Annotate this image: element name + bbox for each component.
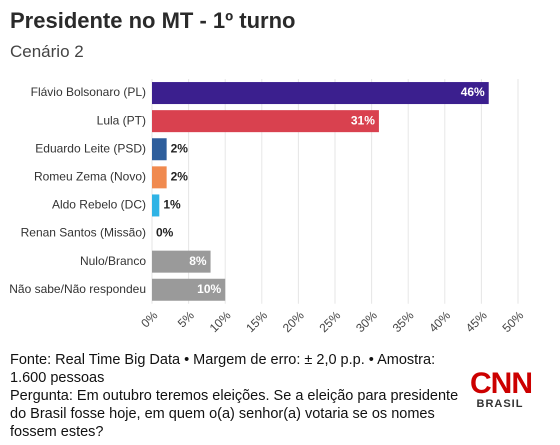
value-label: 2% [171,170,189,184]
value-label: 0% [156,226,174,240]
y-tick-label: Não sabe/Não respondeu [9,282,146,296]
value-label: 8% [189,254,207,268]
y-tick-label: Romeu Zema (Novo) [34,170,146,184]
y-tick-label: Lula (PT) [97,113,146,127]
value-label: 10% [197,282,221,296]
y-tick-label: Renan Santos (Missão) [21,226,146,240]
x-tick-label: 45% [463,308,490,335]
x-tick-label: 10% [207,308,234,335]
x-tick-label: 25% [316,308,343,335]
chart-title: Presidente no MT - 1º turno [10,8,296,33]
x-tick-label: 35% [390,308,417,335]
y-tick-label: Aldo Rebelo (DC) [52,198,146,212]
x-tick-label: 20% [280,308,307,335]
y-tick-label: Eduardo Leite (PSD) [35,141,146,155]
logo-subname: BRASIL [476,398,524,410]
x-tick-label: 5% [175,308,197,330]
logo-name: CNN [470,367,533,400]
value-label: 46% [461,85,485,99]
x-tick-label: 40% [426,308,453,335]
bar [152,250,211,273]
bar [152,194,160,217]
x-tick-label: 0% [138,308,160,330]
value-label: 1% [163,198,181,212]
y-tick-label: Flávio Bolsonaro (PL) [31,85,146,99]
bar [152,82,489,105]
question: Pergunta: Em outubro teremos eleições. S… [10,388,459,440]
bar [152,278,226,301]
x-tick-label: 50% [499,308,526,335]
x-tick-label: 30% [353,308,380,335]
chart-subtitle: Cenário 2 [10,42,84,61]
value-label: 31% [351,113,375,127]
source: Fonte: Real Time Big Data • Margem de er… [10,352,436,386]
bar [152,166,167,189]
value-label: 2% [171,141,189,155]
bar [152,110,379,133]
x-tick-label: 15% [243,308,270,335]
y-tick-label: Nulo/Branco [80,254,146,268]
bar [152,138,167,161]
logo: CNN BRASIL [470,367,533,411]
footer: Fonte: Real Time Big Data • Margem de er… [10,351,460,441]
